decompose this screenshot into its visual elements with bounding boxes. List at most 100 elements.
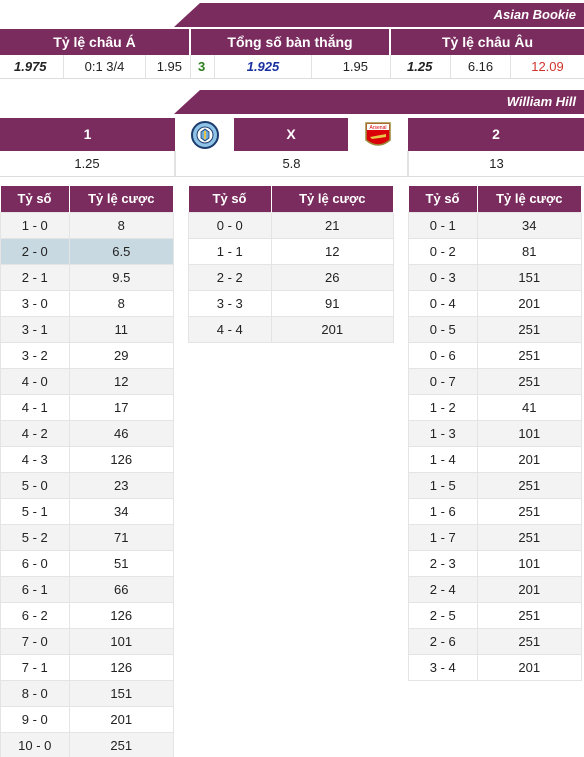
score-cell: 1 - 3: [408, 419, 478, 447]
odds-cell: 251: [476, 523, 583, 551]
table-row: 1 - 6 251: [408, 497, 583, 525]
william-hill-banner: William Hill: [174, 90, 584, 114]
table-row: 3 - 3 91: [188, 289, 395, 317]
away-win-header: 2: [408, 118, 584, 151]
score-cell: 5 - 1: [0, 497, 70, 525]
odds-cell: 201: [68, 705, 175, 733]
arsenal-logo: Arsenal: [348, 118, 408, 151]
odds-cell: 251: [476, 601, 583, 629]
score-cell: 1 - 1: [188, 237, 272, 265]
score-cell: 0 - 0: [188, 211, 272, 239]
odds-cell: 101: [68, 627, 175, 655]
score-cell: 3 - 1: [0, 315, 70, 343]
score-cell: 3 - 2: [0, 341, 70, 369]
odds-header: Tỷ lệ cược: [69, 186, 175, 212]
odds-cell: 29: [68, 341, 175, 369]
odds-cell: 8: [68, 289, 175, 317]
odds-cell: 151: [476, 263, 583, 291]
score-cell: 1 - 6: [408, 497, 478, 525]
odds-cell: 126: [68, 445, 175, 473]
score-cell: 1 - 4: [408, 445, 478, 473]
odds-cell: 251: [68, 731, 175, 757]
odds-header: Tỷ lệ cược: [271, 186, 395, 212]
odds-cell: 126: [68, 653, 175, 681]
table-row: 1 - 3 101: [408, 419, 583, 447]
table-row: 2 - 3 101: [408, 549, 583, 577]
europe-draw-odds: 6.16: [451, 55, 511, 78]
score-cell: 0 - 5: [408, 315, 478, 343]
odds-cell: 26: [270, 263, 395, 291]
score-cell: 8 - 0: [0, 679, 70, 707]
table-row: 0 - 5 251: [408, 315, 583, 343]
table-row: 3 - 4 201: [408, 653, 583, 681]
table-row: 1 - 1 12: [188, 237, 395, 265]
score-cell: 0 - 7: [408, 367, 478, 395]
score-cell: 3 - 0: [0, 289, 70, 317]
odds-cell: 91: [270, 289, 395, 317]
score-cell: 6 - 1: [0, 575, 70, 603]
william-hill-values-row: 1.25 5.8 13: [0, 151, 584, 177]
odds-cell: 41: [476, 393, 583, 421]
score-header: Tỷ số: [0, 186, 70, 212]
score-cell: 2 - 1: [0, 263, 70, 291]
odds-cell: 201: [476, 289, 583, 317]
odds-header: Tỷ lệ cược: [477, 186, 583, 212]
odds-cell: 71: [68, 523, 175, 551]
score-cell: 1 - 7: [408, 523, 478, 551]
odds-cell: 11: [68, 315, 175, 343]
odds-cell: 12: [270, 237, 395, 265]
score-cell: 1 - 5: [408, 471, 478, 499]
table-row: 2 - 1 9.5: [0, 263, 175, 291]
score-cell: 2 - 6: [408, 627, 478, 655]
score-cell: 2 - 2: [188, 263, 272, 291]
odds-cell: 12: [68, 367, 175, 395]
odds-cell: 81: [476, 237, 583, 265]
home-win-header: 1: [0, 118, 175, 151]
score-cell: 9 - 0: [0, 705, 70, 733]
table-row: 0 - 3 151: [408, 263, 583, 291]
score-cell: 5 - 2: [0, 523, 70, 551]
table-row: 2 - 5 251: [408, 601, 583, 629]
table-row: 8 - 0 151: [0, 679, 175, 707]
europe-odds-header: Tỷ lệ châu Âu: [391, 29, 584, 55]
score-cell: 2 - 3: [408, 549, 478, 577]
score-cell: 4 - 4: [188, 315, 272, 343]
table-row: 0 - 6 251: [408, 341, 583, 369]
odds-cell: 6.5: [68, 237, 175, 265]
odds-cell: 101: [476, 419, 583, 447]
odds-cell: 251: [476, 367, 583, 395]
odds-cell: 201: [476, 575, 583, 603]
total-under-odds: 1.95: [312, 55, 391, 78]
score-cell: 6 - 2: [0, 601, 70, 629]
table-row: 5 - 2 71: [0, 523, 175, 551]
score-cell: 4 - 0: [0, 367, 70, 395]
odds-cell: 251: [476, 627, 583, 655]
asian-bookie-header-row: Tỷ lệ châu Á Tổng số bàn thắng Tỷ lệ châ…: [0, 29, 584, 55]
odds-cell: 201: [476, 445, 583, 473]
table-row: 7 - 0 101: [0, 627, 175, 655]
odds-cell: 126: [68, 601, 175, 629]
score-cell: 2 - 0: [0, 237, 70, 265]
total-over-odds: 1.925: [215, 55, 312, 78]
score-cell: 0 - 4: [408, 289, 478, 317]
odds-cell: 201: [270, 315, 395, 343]
table-row: 2 - 2 26: [188, 263, 395, 291]
away-win-odds: 13: [408, 151, 584, 176]
score-cell: 0 - 3: [408, 263, 478, 291]
table-row: 2 - 0 6.5: [0, 237, 175, 265]
score-cell: 1 - 0: [0, 211, 70, 239]
table-row: 7 - 1 126: [0, 653, 175, 681]
table-row: 10 - 0 251: [0, 731, 175, 757]
odds-cell: 251: [476, 497, 583, 525]
table-row: 6 - 2 126: [0, 601, 175, 629]
table-row: 3 - 1 11: [0, 315, 175, 343]
odds-cell: 66: [68, 575, 175, 603]
score-cell: 3 - 3: [188, 289, 272, 317]
odds-cell: 21: [270, 211, 395, 239]
odds-cell: 34: [476, 211, 583, 239]
score-cell: 10 - 0: [0, 731, 70, 757]
table-row: 0 - 7 251: [408, 367, 583, 395]
score-cell: 4 - 3: [0, 445, 70, 473]
away-win-scores-table: Tỷ số Tỷ lệ cược 0 - 1 34 0 - 2 81 0 - 3 151 0…: [408, 186, 583, 681]
